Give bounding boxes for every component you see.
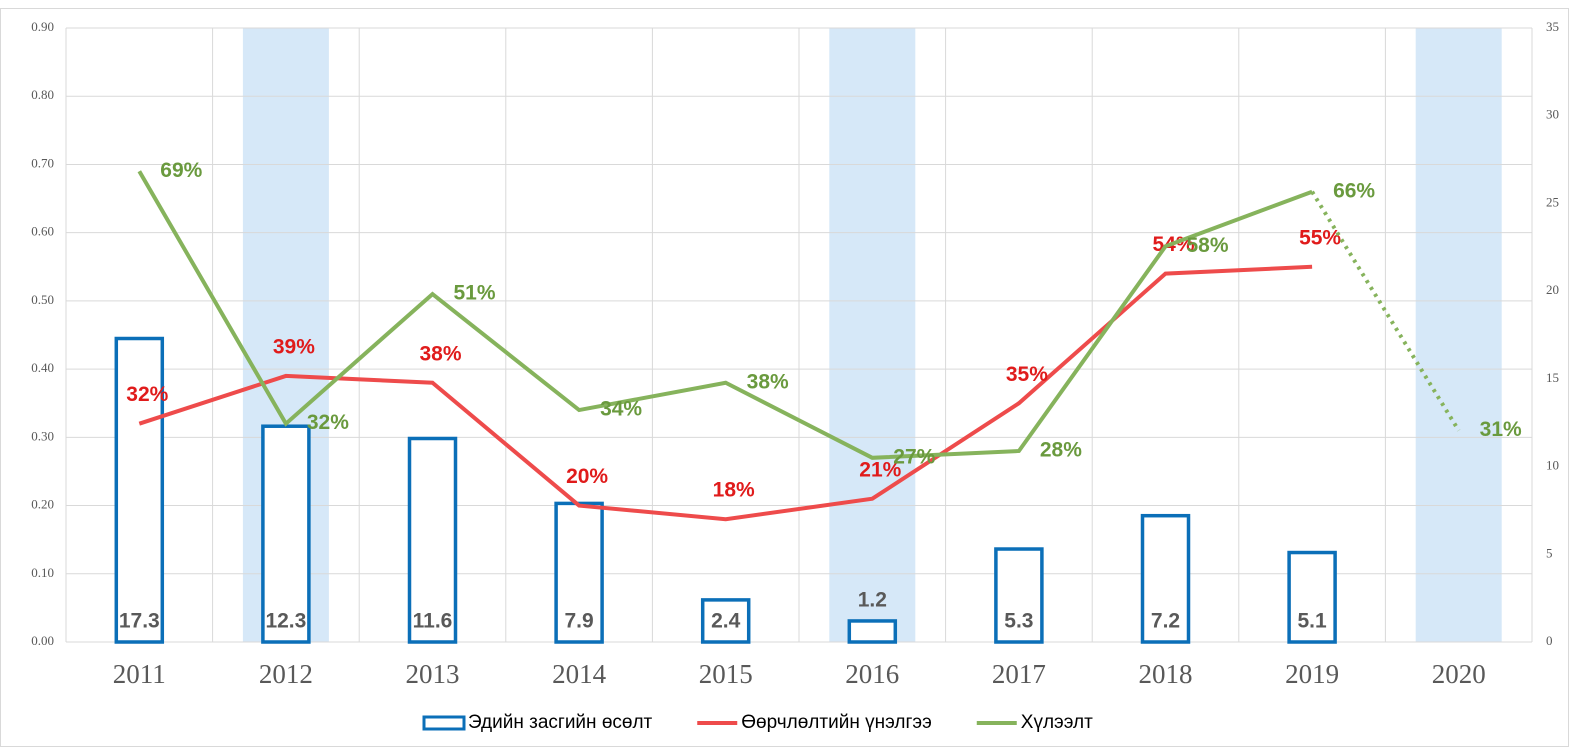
data-label: 69%: [160, 159, 202, 182]
data-label: 39%: [273, 335, 315, 358]
y-tick-label: 0.20: [31, 497, 54, 512]
legend-label: Эдийн засгийн өсөлт: [468, 712, 653, 733]
bar-value-label: 5.1: [1297, 610, 1327, 633]
x-tick-label: 2017: [992, 659, 1046, 689]
y-tick-label: 0.80: [31, 87, 54, 102]
bar-value-label: 2.4: [711, 610, 741, 633]
bar-value-label: 12.3: [265, 610, 306, 633]
y2-tick-label: 10: [1546, 458, 1559, 473]
bar-value-label: 11.6: [413, 610, 453, 633]
y-tick-label: 0.00: [31, 633, 54, 648]
bar: [700, 598, 751, 644]
bar-value-label: 7.2: [1151, 610, 1180, 633]
y-tick-label: 0.50: [31, 292, 54, 307]
data-label: 28%: [1040, 439, 1082, 462]
legend-swatch: [422, 715, 466, 731]
legend-label: Хүлээлт: [1021, 712, 1093, 733]
data-label: 18%: [713, 479, 755, 502]
bar-value-label: 5.3: [1004, 610, 1033, 633]
data-label: 27%: [893, 445, 935, 468]
legend-label: Өөрчлөлтийн үнэлгээ: [741, 712, 932, 733]
data-label: 21%: [859, 458, 901, 481]
line-projected: [1310, 190, 1461, 432]
bar: [847, 619, 898, 644]
x-tick-label: 2015: [699, 659, 753, 689]
bar: [1287, 550, 1337, 644]
y2-tick-label: 20: [1546, 282, 1559, 297]
x-tick-label: 2019: [1285, 659, 1339, 689]
y2-tick-label: 30: [1546, 107, 1559, 122]
y-tick-label: 0.70: [31, 155, 54, 170]
y2-tick-label: 15: [1546, 370, 1559, 385]
bar-value-label: 17.3: [119, 610, 160, 633]
data-label: 55%: [1299, 226, 1341, 249]
data-label: 31%: [1480, 418, 1522, 441]
highlight-band: [829, 28, 916, 642]
data-label: 35%: [1006, 363, 1048, 386]
bar-value-label: 1.2: [858, 588, 887, 611]
x-tick-label: 2011: [113, 659, 166, 689]
bar: [994, 547, 1044, 644]
x-tick-label: 2013: [406, 659, 460, 689]
line: [137, 170, 1313, 460]
x-tick-label: 2018: [1139, 659, 1193, 689]
y2-tick-label: 35: [1546, 19, 1559, 34]
bar-value-label: 7.9: [564, 610, 593, 633]
y-tick-label: 0.10: [31, 565, 54, 580]
highlight-band: [1415, 28, 1502, 642]
y2-tick-label: 25: [1546, 194, 1559, 209]
y-tick-label: 0.90: [31, 19, 54, 34]
bar: [114, 336, 165, 644]
data-label: 32%: [307, 411, 349, 434]
y2-tick-label: 0: [1546, 633, 1553, 648]
data-label: 58%: [1186, 234, 1228, 257]
bar: [1140, 513, 1191, 644]
x-tick-label: 2016: [845, 659, 899, 689]
data-label: 34%: [600, 398, 642, 421]
data-label: 38%: [419, 342, 461, 365]
y-tick-label: 0.60: [31, 224, 54, 239]
y2-tick-label: 5: [1546, 545, 1553, 560]
y-tick-label: 0.40: [31, 360, 54, 375]
x-tick-label: 2020: [1432, 659, 1486, 689]
data-label: 51%: [453, 282, 495, 305]
data-label: 38%: [747, 370, 789, 393]
y-tick-label: 0.30: [31, 428, 54, 443]
data-label: 32%: [126, 383, 168, 406]
data-label: 20%: [566, 465, 608, 488]
bar: [407, 436, 458, 644]
x-tick-label: 2014: [552, 659, 607, 689]
data-label: 66%: [1333, 179, 1375, 202]
x-tick-label: 2012: [259, 659, 313, 689]
